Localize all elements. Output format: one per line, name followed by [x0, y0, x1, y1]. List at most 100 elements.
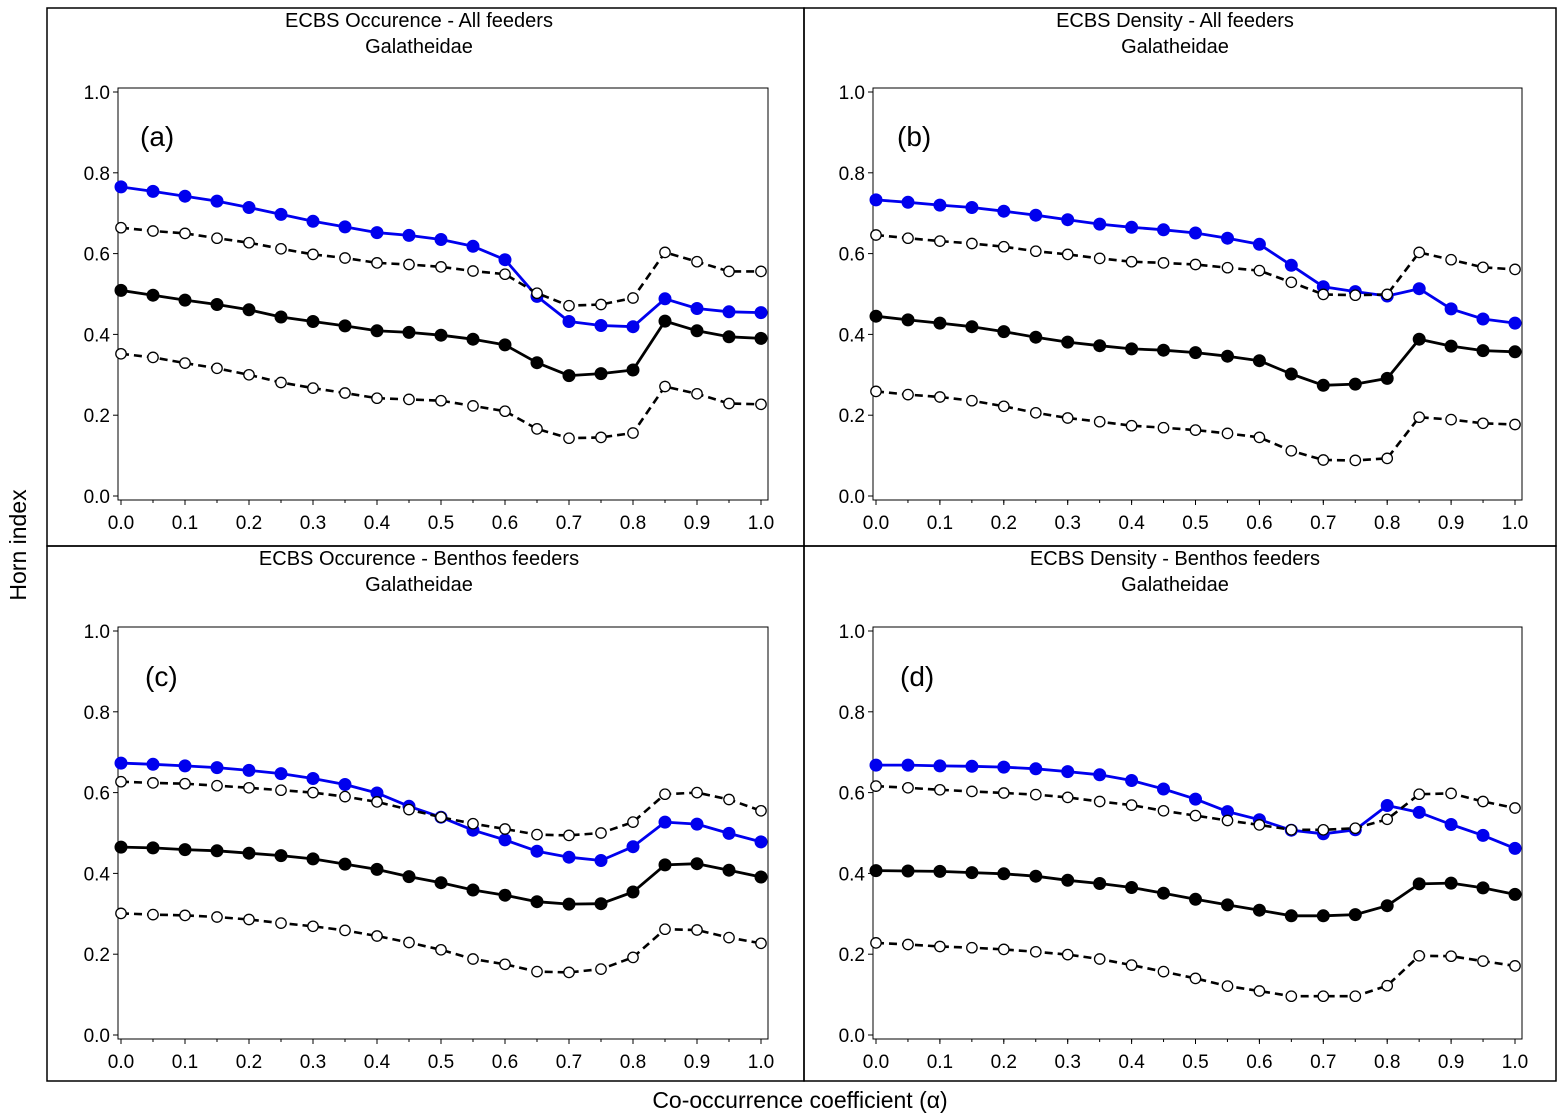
data-point-a-2-7 [338, 319, 352, 333]
x-tick-label-c: 0.9 [684, 1052, 710, 1073]
data-point-d-0-5 [1029, 762, 1043, 776]
x-tick-label-a: 0.6 [492, 513, 518, 534]
series-c-3 [115, 907, 767, 979]
data-point-d-2-1 [901, 864, 915, 878]
data-point-a-2-3 [210, 298, 224, 311]
data-point-c-2-10 [434, 876, 448, 890]
data-point-b-2-11 [1221, 349, 1234, 363]
data-point-c-1-2 [179, 777, 191, 790]
y-tick-label-b: 0.2 [839, 406, 865, 427]
data-point-b-0-6 [1061, 213, 1075, 227]
data-point-b-0-11 [1221, 231, 1234, 245]
data-point-a-1-8 [371, 257, 383, 269]
data-point-c-1-6 [307, 786, 319, 799]
x-tick-label-b: 0.8 [1374, 513, 1400, 534]
data-point-c-2-12 [498, 888, 512, 902]
x-tick-label-b: 0.6 [1246, 513, 1272, 534]
data-point-a-3-8 [371, 392, 383, 405]
series-c-1 [115, 775, 767, 842]
data-point-b-1-12 [1253, 264, 1266, 277]
data-point-a-3-3 [211, 362, 223, 375]
data-point-d-1-11 [1221, 814, 1234, 827]
data-point-b-0-18 [1444, 302, 1458, 316]
x-tick-label-b: 0.2 [991, 513, 1017, 534]
x-tick-label-d: 0.6 [1246, 1052, 1272, 1073]
x-tick-label-a: 0.7 [556, 513, 582, 534]
data-point-d-3-18 [1445, 950, 1457, 963]
data-point-b-2-12 [1252, 354, 1266, 368]
data-point-d-2-7 [1093, 877, 1107, 890]
data-point-d-0-10 [1189, 792, 1202, 806]
data-point-c-2-2 [178, 843, 192, 857]
data-point-b-3-9 [1157, 421, 1170, 434]
data-point-b-1-13 [1285, 276, 1298, 289]
x-tick-label-a: 0.3 [300, 513, 326, 534]
data-point-d-3-0 [870, 937, 882, 949]
y-tick-label-a: 0.2 [84, 406, 110, 427]
data-point-c-1-10 [435, 811, 447, 824]
panel-frame-d [803, 545, 1557, 1082]
data-point-a-2-6 [306, 315, 320, 328]
data-point-d-3-19 [1477, 955, 1489, 967]
x-tick-label-b: 0.7 [1310, 513, 1336, 534]
data-point-d-1-5 [1029, 788, 1042, 801]
data-point-d-2-2 [933, 864, 947, 878]
data-point-a-3-11 [467, 400, 479, 412]
data-point-a-0-6 [306, 214, 320, 228]
data-point-c-3-9 [403, 936, 415, 949]
data-point-a-3-12 [499, 405, 511, 418]
x-tick-label-c: 0.8 [620, 1052, 646, 1073]
data-point-b-2-2 [933, 316, 947, 330]
data-point-d-2-18 [1444, 876, 1458, 890]
data-point-d-3-15 [1349, 990, 1362, 1003]
x-tick-label-a: 0.9 [684, 513, 710, 534]
data-point-b-3-8 [1125, 419, 1138, 432]
data-point-a-2-10 [434, 328, 448, 342]
data-point-a-3-19 [723, 397, 735, 410]
data-point-d-3-3 [966, 941, 978, 954]
data-point-a-2-13 [530, 356, 544, 370]
data-point-c-1-12 [499, 823, 511, 835]
y-tick-label-d: 1.0 [839, 622, 865, 643]
data-point-a-3-16 [627, 427, 639, 439]
data-point-a-3-0 [115, 347, 127, 360]
data-point-d-1-10 [1189, 809, 1202, 822]
data-point-b-3-15 [1349, 454, 1362, 467]
y-tick-label-a: 1.0 [84, 83, 110, 104]
data-point-c-0-1 [146, 757, 160, 771]
data-point-d-1-19 [1477, 795, 1489, 808]
x-tick-label-c: 0.4 [364, 1052, 391, 1073]
data-point-b-2-1 [901, 313, 915, 327]
data-point-c-0-14 [562, 850, 576, 864]
data-point-a-0-14 [562, 315, 576, 328]
data-point-a-3-10 [435, 394, 447, 407]
x-tick-label-d: 0.5 [1182, 1052, 1208, 1073]
data-point-b-3-2 [934, 391, 946, 403]
data-point-b-1-10 [1189, 258, 1202, 271]
data-point-b-0-10 [1189, 226, 1202, 240]
data-point-d-3-8 [1125, 959, 1138, 971]
data-point-b-3-19 [1477, 417, 1489, 430]
data-point-a-0-15 [594, 319, 608, 332]
data-point-d-2-20 [1508, 887, 1522, 901]
panel-subtitle-a: Galatheidae [365, 36, 473, 58]
data-point-c-2-11 [466, 883, 480, 897]
data-point-d-2-15 [1348, 908, 1362, 922]
data-point-b-2-0 [869, 309, 883, 323]
data-point-b-2-4 [997, 325, 1011, 339]
series-d-1 [870, 780, 1521, 836]
data-point-d-1-15 [1349, 822, 1362, 835]
data-point-c-1-16 [627, 816, 639, 828]
series-a-1 [115, 221, 767, 312]
data-point-b-1-18 [1445, 253, 1457, 266]
data-point-d-1-4 [997, 787, 1010, 799]
data-point-a-3-5 [275, 376, 287, 389]
data-point-b-3-17 [1413, 411, 1426, 424]
data-point-b-1-2 [934, 235, 946, 247]
data-point-b-3-18 [1445, 413, 1457, 426]
data-point-d-1-13 [1285, 823, 1298, 836]
x-tick-label-a: 0.5 [428, 513, 454, 534]
y-tick-label-c: 0.8 [84, 703, 110, 724]
series-b-0 [869, 193, 1522, 330]
data-point-d-0-16 [1380, 799, 1394, 812]
